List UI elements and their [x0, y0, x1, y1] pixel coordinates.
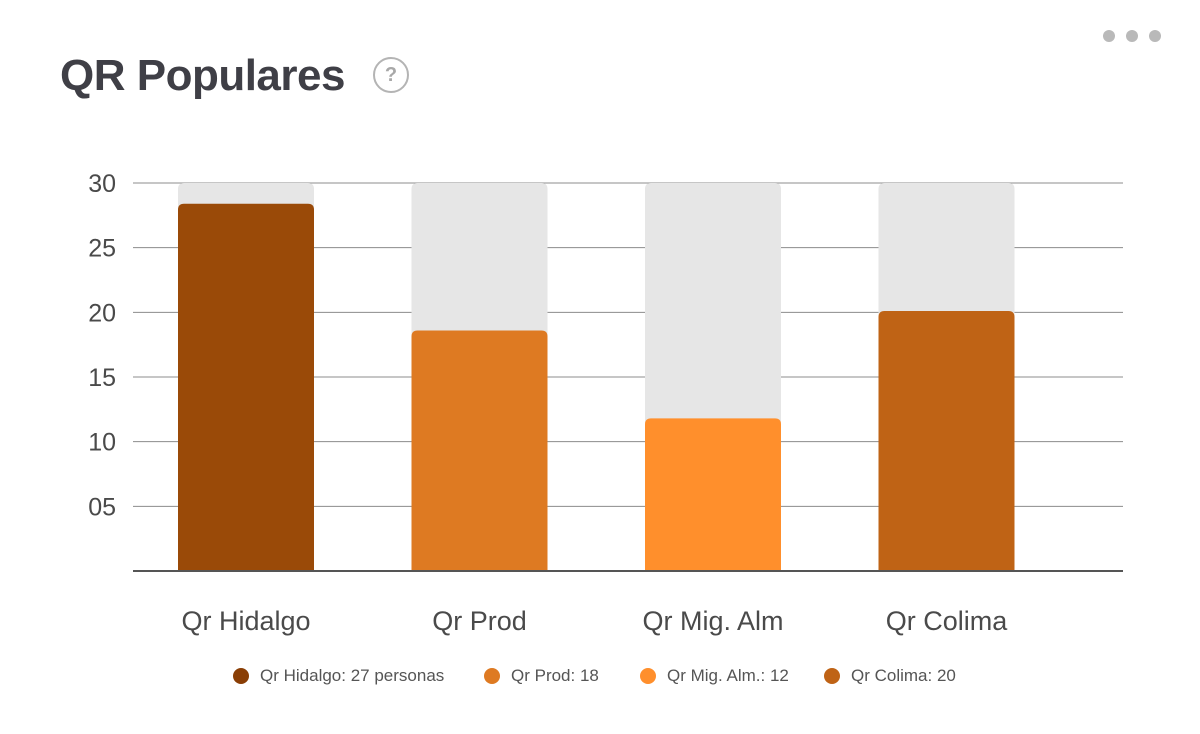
- menu-dot: [1103, 30, 1115, 42]
- x-tick-label: Qr Mig. Alm: [642, 606, 783, 636]
- legend-swatch: [824, 668, 840, 684]
- legend-item: Qr Mig. Alm.: 12: [640, 663, 789, 689]
- bar: [645, 418, 781, 571]
- legend-swatch: [484, 668, 500, 684]
- legend-label: Qr Mig. Alm.: 12: [667, 666, 789, 685]
- more-horizontal-icon[interactable]: [1100, 28, 1164, 44]
- y-tick-label: 25: [88, 235, 116, 263]
- y-tick-label: 30: [88, 170, 116, 198]
- x-tick-label: Qr Colima: [886, 606, 1008, 636]
- y-tick-label: 10: [88, 429, 116, 457]
- bar: [411, 330, 548, 571]
- chart-legend: Qr Hidalgo: 27 personas Qr Prod: 18 Qr Mig…: [0, 663, 1200, 689]
- x-tick-label: Qr Hidalgo: [181, 606, 310, 636]
- legend-swatch: [640, 668, 656, 684]
- page-title: QR Populares: [60, 51, 345, 100]
- y-tick-label: 05: [88, 493, 116, 521]
- legend-item: Qr Prod: 18: [484, 663, 599, 689]
- bar: [178, 203, 314, 571]
- bar: [878, 311, 1015, 571]
- legend-label: Qr Hidalgo: 27 personas: [260, 666, 445, 685]
- menu-dot: [1149, 30, 1161, 42]
- legend-swatch: [233, 668, 249, 684]
- legend-item: Qr Hidalgo: 27 personas: [233, 663, 444, 689]
- legend-label: Qr Colima: 20: [851, 666, 956, 685]
- question-circle-icon[interactable]: ?: [373, 57, 409, 93]
- menu-dot: [1126, 30, 1138, 42]
- y-tick-label: 15: [88, 364, 116, 392]
- x-tick-label: Qr Prod: [432, 606, 527, 636]
- y-tick-label: 20: [88, 299, 116, 327]
- legend-label: Qr Prod: 18: [511, 666, 599, 685]
- legend-item: Qr Colima: 20: [824, 663, 956, 689]
